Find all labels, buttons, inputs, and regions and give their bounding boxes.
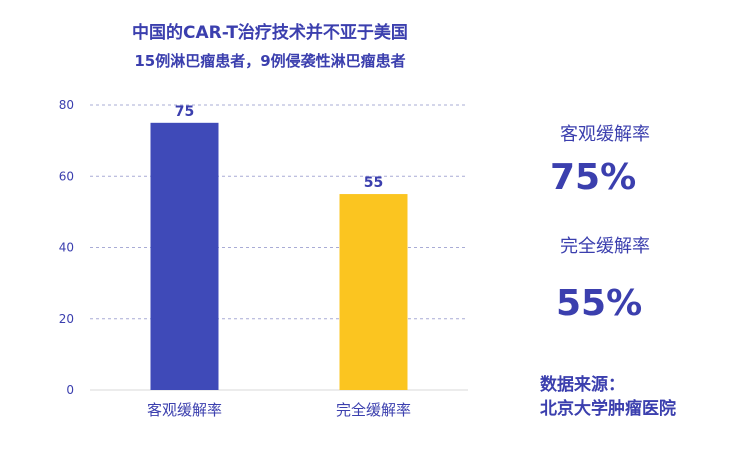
bar: [150, 122, 219, 390]
y-tick-label: 40: [59, 241, 74, 255]
bar-value-label: 75: [175, 104, 194, 120]
y-tick-label: 60: [59, 169, 74, 183]
stat-value-objective-response: 75%: [550, 157, 637, 198]
bar: [339, 194, 408, 390]
bar-chart: 0 20 40 60 80 75 客观缓解率 55 完全缓解率: [59, 98, 468, 419]
y-tick-label: 0: [66, 383, 74, 397]
chart-subtitle: 15例淋巴瘤患者，9例侵袭性淋巴瘤患者: [134, 52, 406, 70]
data-source-name: 北京大学肿瘤医院: [540, 399, 676, 419]
y-tick-label: 20: [59, 312, 74, 326]
y-tick-label: 80: [59, 98, 74, 112]
chart-title: 中国的CAR-T治疗技术并不亚于美国: [132, 23, 408, 43]
stat-value-complete-response: 55%: [556, 283, 643, 324]
bar-value-label: 55: [364, 175, 383, 191]
stat-label-objective-response: 客观缓解率: [560, 124, 650, 145]
data-source-label: 数据来源：: [540, 375, 625, 395]
stat-label-complete-response: 完全缓解率: [560, 236, 650, 257]
x-tick-label: 完全缓解率: [336, 401, 411, 419]
x-tick-label: 客观缓解率: [147, 401, 222, 419]
